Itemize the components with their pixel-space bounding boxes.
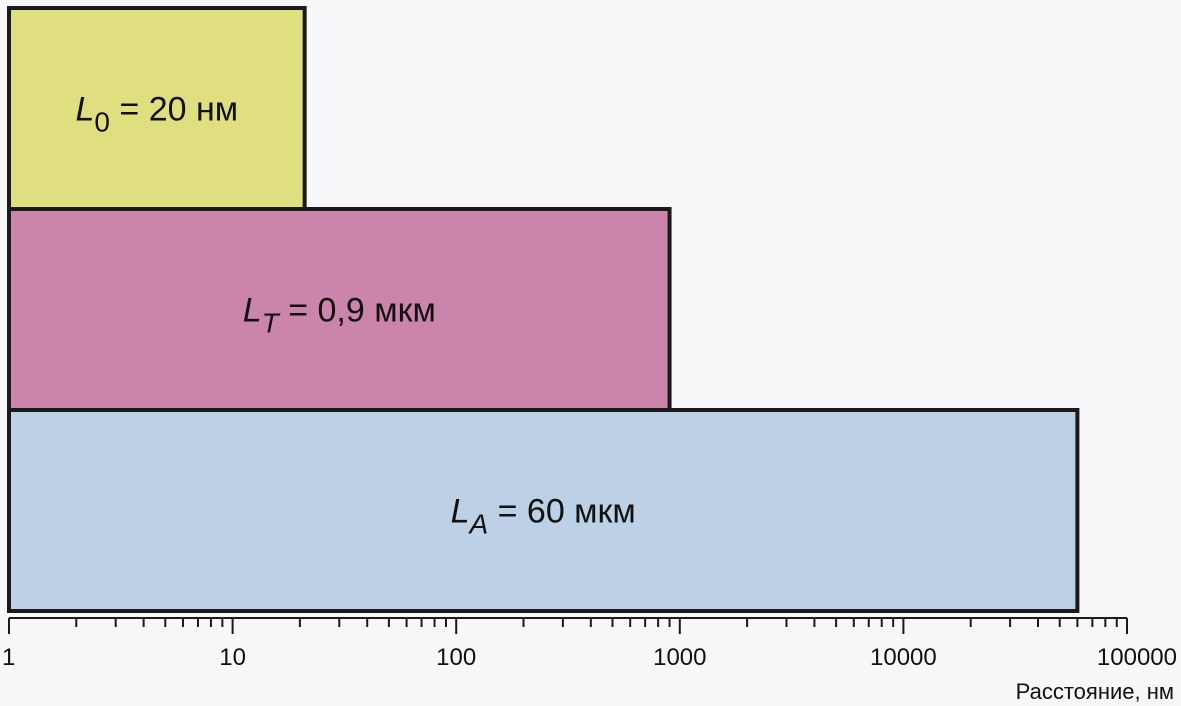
bar-A bbox=[7, 408, 1080, 613]
x-axis-title: Расстояние, нм bbox=[1016, 679, 1174, 704]
x-tick-label: 10 bbox=[219, 644, 246, 671]
x-tick-label: 10000 bbox=[870, 644, 937, 671]
bar-label-T: LT = 0,9 мкм bbox=[243, 292, 436, 339]
x-axis: 1 10 100 1000 10000 100000 bbox=[2, 617, 1177, 671]
x-tick-label: 1 bbox=[2, 644, 15, 671]
x-tick-label: 1000 bbox=[653, 644, 706, 671]
bar-0 bbox=[7, 6, 307, 211]
x-tick-label: 100000 bbox=[1097, 644, 1177, 671]
bar-label-A: LA = 60 мкм bbox=[451, 493, 636, 540]
bar-T bbox=[7, 207, 672, 412]
bar-label-0: L0 = 20 нм bbox=[75, 91, 238, 138]
bars: L0 = 20 нм LT = 0,9 мкм LA = 60 мкм bbox=[7, 6, 1080, 613]
x-tick-label: 100 bbox=[436, 644, 476, 671]
